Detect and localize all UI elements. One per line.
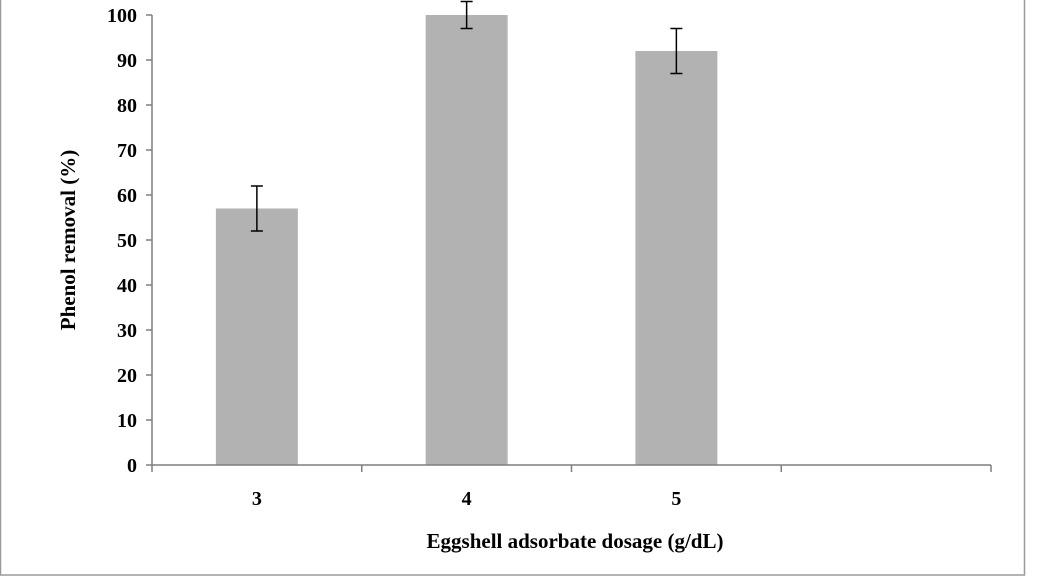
x-tick-label-5: 5 bbox=[671, 488, 681, 510]
y-tick-label-40: 40 bbox=[117, 275, 137, 297]
error-bar-4 bbox=[460, 0, 473, 30]
y-axis-title: Phenol removal (%) bbox=[56, 150, 80, 330]
y-tick-label-10: 10 bbox=[117, 410, 137, 432]
y-tick-label-50: 50 bbox=[117, 230, 137, 252]
y-tick-label-20: 20 bbox=[117, 365, 137, 387]
y-tick-label-0: 0 bbox=[127, 455, 137, 477]
y-tick-label-70: 70 bbox=[117, 140, 137, 162]
y-tick-label-90: 90 bbox=[117, 50, 137, 72]
y-tick-label-60: 60 bbox=[117, 185, 137, 207]
bar-4 bbox=[425, 15, 508, 465]
y-tick-label-30: 30 bbox=[117, 320, 137, 342]
bar-5 bbox=[635, 51, 718, 465]
x-tick-label-3: 3 bbox=[252, 488, 262, 510]
y-tick-label-100: 100 bbox=[107, 5, 137, 27]
bar-3 bbox=[215, 208, 298, 465]
y-tick-label-80: 80 bbox=[117, 95, 137, 117]
x-tick-label-4: 4 bbox=[462, 488, 472, 510]
chart-frame bbox=[0, 0, 1026, 576]
error-bar-3 bbox=[250, 185, 263, 232]
x-axis-title: Eggshell adsorbate dosage (g/dL) bbox=[427, 529, 724, 553]
error-bar-5 bbox=[670, 27, 683, 75]
